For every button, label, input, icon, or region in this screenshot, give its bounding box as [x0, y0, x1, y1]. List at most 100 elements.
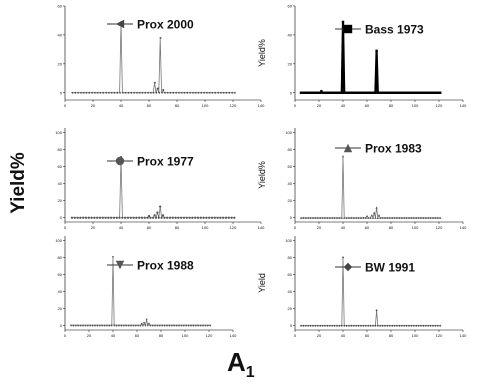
- y-tick-label: 60: [288, 272, 293, 277]
- data-point: [369, 324, 372, 327]
- data-point: [129, 91, 132, 94]
- data-point: [219, 216, 222, 219]
- data-point: [391, 91, 394, 94]
- data-point: [319, 324, 322, 327]
- x-tick-label: 0: [294, 103, 297, 108]
- data-point: [400, 216, 403, 219]
- data-point: [364, 324, 367, 327]
- data-point: [161, 88, 165, 91]
- x-tick-label: 120: [230, 225, 237, 230]
- y-axis-label: Yield%: [257, 39, 267, 67]
- data-point: [417, 216, 420, 219]
- data-point: [224, 91, 228, 94]
- data-point: [201, 324, 205, 327]
- data-point: [379, 91, 382, 94]
- data-point: [419, 216, 423, 219]
- data-point: [87, 216, 90, 219]
- data-point: [343, 91, 346, 94]
- data-point: [157, 216, 160, 219]
- y-tick-label: 60: [58, 272, 63, 277]
- series-line: [72, 21, 235, 94]
- data-point: [202, 216, 205, 219]
- data-point: [307, 216, 310, 219]
- data-point: [79, 91, 82, 94]
- y-tick-label: 0: [60, 90, 63, 95]
- legend-label: Prox 1977: [137, 155, 194, 169]
- y-tick-label: 0: [290, 323, 293, 328]
- data-point: [376, 91, 379, 94]
- data-point: [370, 214, 373, 217]
- data-point: [161, 324, 164, 327]
- data-point: [391, 216, 394, 219]
- data-point: [436, 324, 439, 327]
- data-point: [352, 324, 355, 327]
- data-point: [146, 324, 149, 327]
- data-point: [376, 216, 379, 219]
- x-tick-label: 40: [341, 225, 346, 230]
- data-point: [117, 324, 121, 327]
- x-tick-label: 40: [111, 333, 116, 338]
- data-point: [199, 91, 202, 94]
- data-point: [216, 216, 219, 219]
- data-point: [350, 216, 353, 219]
- data-point: [185, 324, 188, 327]
- data-point: [182, 91, 186, 94]
- y-tick-label: 40: [288, 181, 293, 186]
- data-point: [101, 324, 104, 327]
- y-tick-label: 80: [288, 255, 293, 260]
- data-point: [98, 91, 102, 94]
- data-point: [170, 324, 173, 327]
- data-point: [417, 91, 420, 94]
- data-point: [96, 216, 99, 219]
- data-point: [335, 216, 339, 219]
- data-point: [137, 324, 140, 327]
- data-point: [185, 216, 188, 219]
- x-tick-label: 100: [412, 225, 419, 230]
- data-point: [126, 216, 130, 219]
- data-point: [159, 205, 162, 208]
- data-point: [110, 324, 113, 327]
- data-point: [422, 324, 425, 327]
- y-axis-label: Yield: [257, 273, 267, 293]
- data-point: [309, 216, 312, 219]
- data-point: [407, 91, 411, 94]
- panel-1: 0 20 40 60 80 100 120 140 0 20 40 60 Prox 2000: [58, 4, 266, 109]
- data-point: [153, 324, 157, 327]
- data-point: [395, 216, 399, 219]
- data-point: [154, 91, 158, 94]
- data-point: [304, 91, 307, 94]
- x-tick-label: 40: [341, 333, 346, 338]
- legend-marker: [115, 156, 125, 166]
- data-point: [340, 324, 343, 327]
- x-tick-label: 100: [412, 333, 419, 338]
- data-point: [135, 216, 138, 219]
- data-point: [166, 216, 169, 219]
- data-point: [415, 91, 418, 94]
- legend-marker: [343, 143, 353, 153]
- data-point: [98, 324, 101, 327]
- data-point: [407, 324, 411, 327]
- data-point: [331, 216, 334, 219]
- data-point: [191, 91, 194, 94]
- data-point: [345, 216, 348, 219]
- data-point: [429, 324, 432, 327]
- data-point: [77, 324, 80, 327]
- data-point: [188, 216, 191, 219]
- y-tick-label: 40: [288, 289, 293, 294]
- data-point: [314, 324, 317, 327]
- data-point: [132, 216, 135, 219]
- data-point: [357, 91, 360, 94]
- data-point: [311, 216, 315, 219]
- y-tick-label: 100: [285, 130, 292, 135]
- x-tick-label: 60: [365, 333, 370, 338]
- data-point: [393, 91, 396, 94]
- y-axis-label: Yield%: [257, 161, 267, 189]
- data-point: [175, 324, 178, 327]
- y-tick-label: 80: [58, 147, 63, 152]
- data-point: [174, 216, 177, 219]
- data-point: [182, 216, 186, 219]
- data-point: [333, 91, 336, 94]
- data-point: [145, 318, 148, 321]
- data-point: [316, 216, 319, 219]
- data-point: [319, 91, 322, 94]
